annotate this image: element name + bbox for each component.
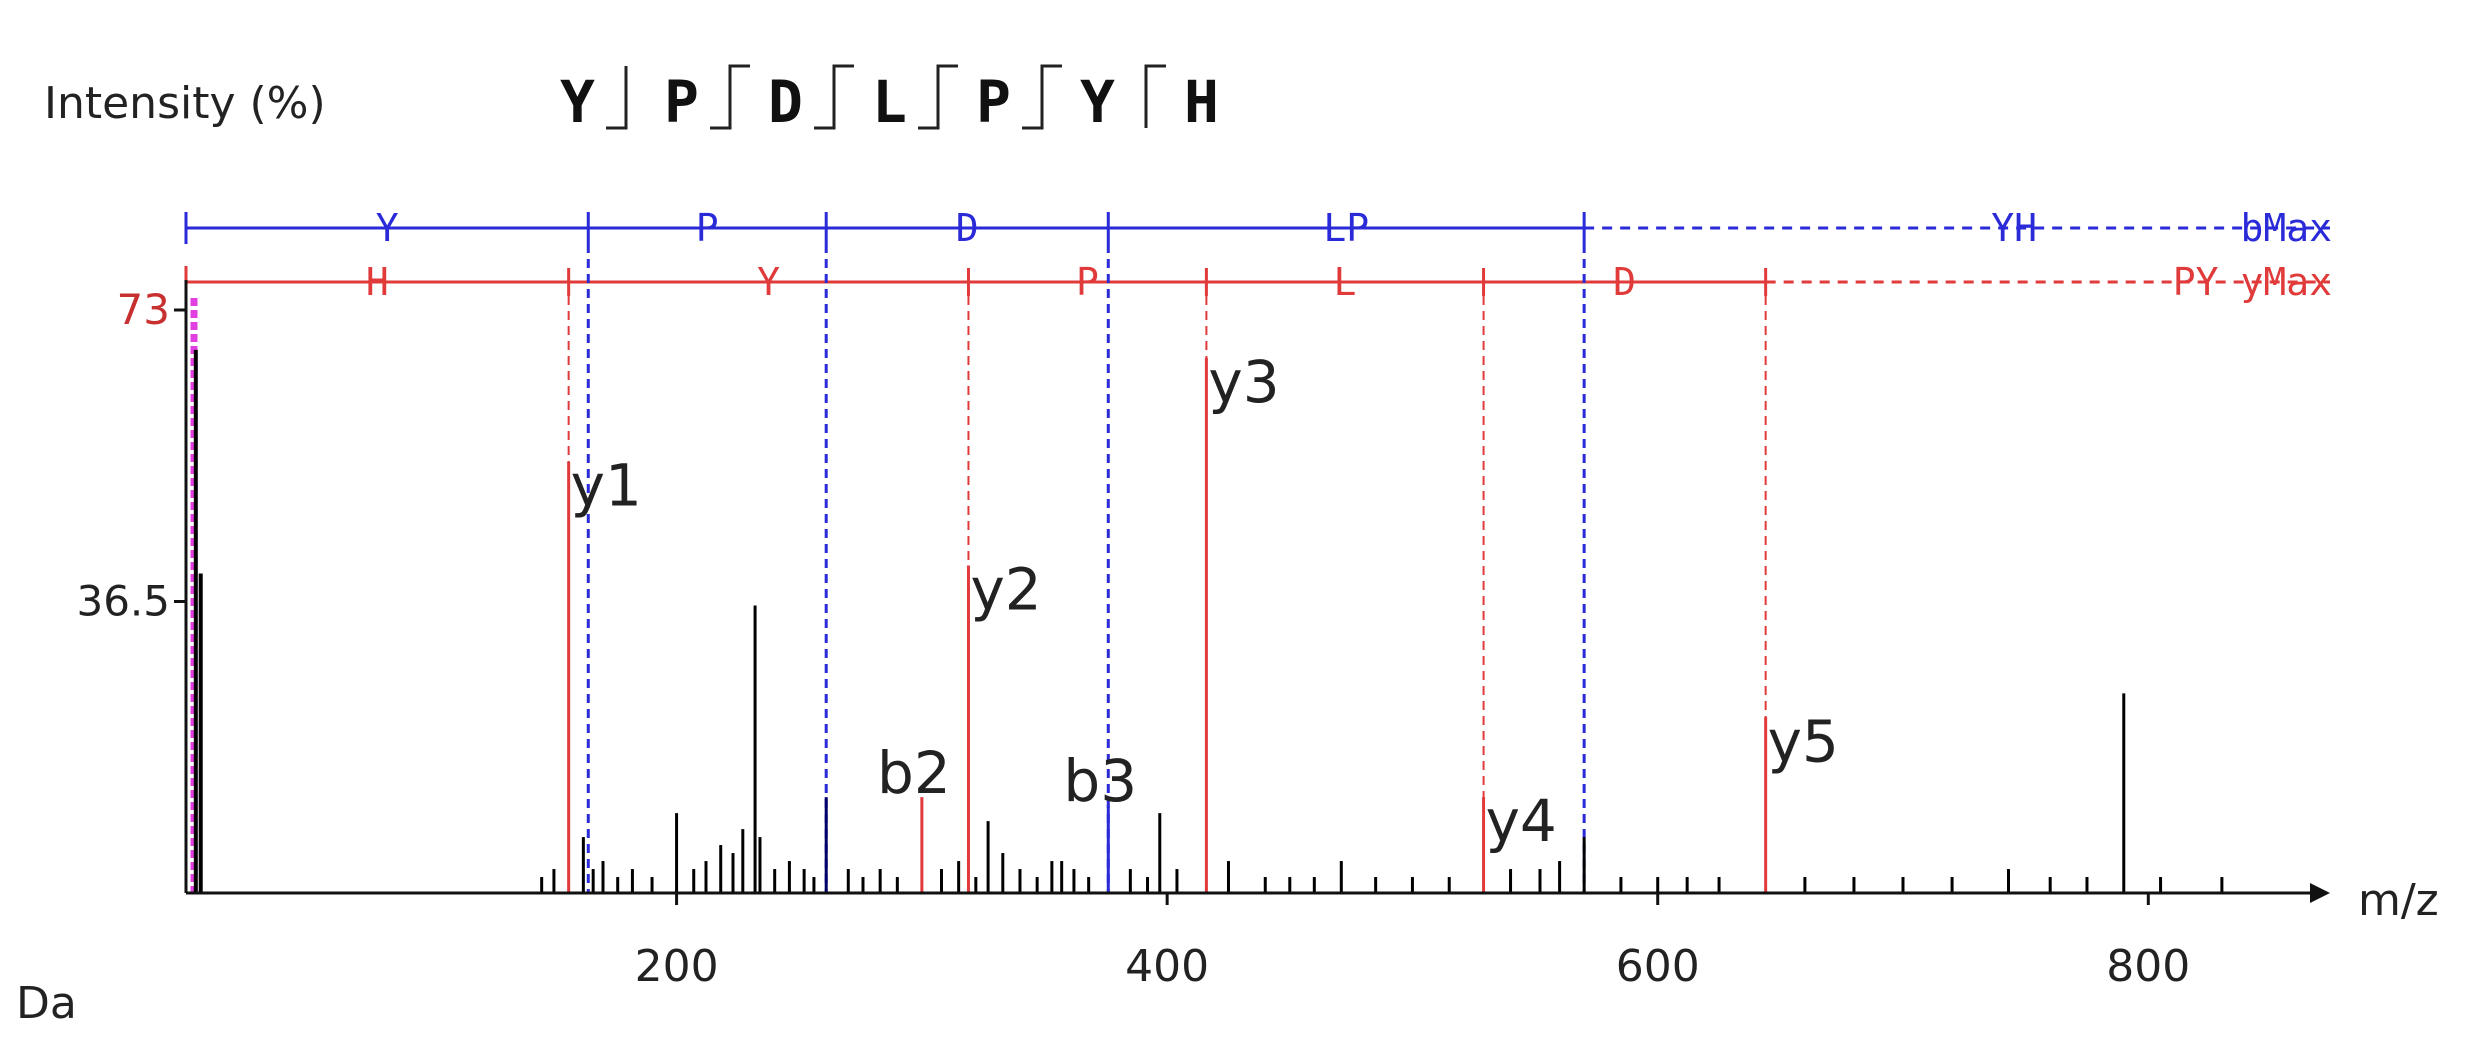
sequence-residue: D bbox=[768, 68, 803, 136]
cleavage-bracket bbox=[1144, 64, 1166, 128]
x-tick-label: 800 bbox=[2106, 941, 2190, 992]
cleavage-bracket bbox=[918, 64, 958, 130]
y5-label: y5 bbox=[1768, 707, 1839, 775]
b-ladder-segment-label: D bbox=[956, 206, 979, 250]
y-tick-label: 73 bbox=[117, 285, 170, 334]
x-tick-label: 600 bbox=[1616, 941, 1700, 992]
y-ladder-segment-label: PY bbox=[2173, 260, 2219, 304]
y-ladder-end-label: yMax bbox=[2240, 260, 2332, 304]
cleavage-bracket bbox=[606, 66, 628, 130]
x-axis-label: m/z bbox=[2358, 875, 2439, 926]
sequence-residue: P bbox=[976, 68, 1011, 136]
x-tick-label: 200 bbox=[635, 941, 719, 992]
y-tick-label: 36.5 bbox=[76, 577, 170, 626]
y4-label: y4 bbox=[1486, 787, 1557, 855]
cleavage-bracket bbox=[814, 64, 854, 130]
y-ladder-segment-label: L bbox=[1334, 260, 1357, 304]
y-ladder-segment-label: H bbox=[366, 260, 389, 304]
x-tick-label: 400 bbox=[1125, 941, 1209, 992]
y-ladder-segment-label: P bbox=[1076, 260, 1099, 304]
cleavage-bracket bbox=[710, 64, 750, 130]
cleavage-bracket bbox=[1022, 64, 1062, 130]
y1-label: y1 bbox=[571, 452, 642, 520]
y-ladder-segment-label: Y bbox=[757, 260, 780, 304]
axes: 73 36.5 200 400 600 800 bbox=[76, 280, 2330, 992]
b-ladder-segment-label: P bbox=[696, 206, 719, 250]
sequence-residue: P bbox=[664, 68, 699, 136]
x-axis-arrow bbox=[2310, 883, 2330, 903]
sequence-residue: L bbox=[872, 68, 907, 136]
y3-label: y3 bbox=[1208, 348, 1279, 416]
y-axis-label: Intensity (%) bbox=[44, 78, 326, 129]
sequence-residue: Y bbox=[1080, 68, 1115, 136]
unit-label: Da bbox=[16, 978, 77, 1029]
b2-label: b2 bbox=[877, 739, 951, 807]
sequence-residue: Y bbox=[560, 68, 595, 136]
b-ladder-end-label: bMax bbox=[2240, 206, 2332, 250]
b-ladder-segment-label: Y bbox=[376, 206, 399, 250]
y2-label: y2 bbox=[970, 556, 1041, 624]
b-ladder-segment-label: YH bbox=[1991, 206, 2037, 250]
b3-label: b3 bbox=[1063, 747, 1137, 815]
sequence-residue: H bbox=[1184, 68, 1219, 136]
y-ladder-segment-label: D bbox=[1613, 260, 1636, 304]
peaks: y1 y2 y3 y4 y5 b2 b3 bbox=[190, 298, 2224, 893]
b-ladder-segment-label: LP bbox=[1323, 206, 1369, 250]
